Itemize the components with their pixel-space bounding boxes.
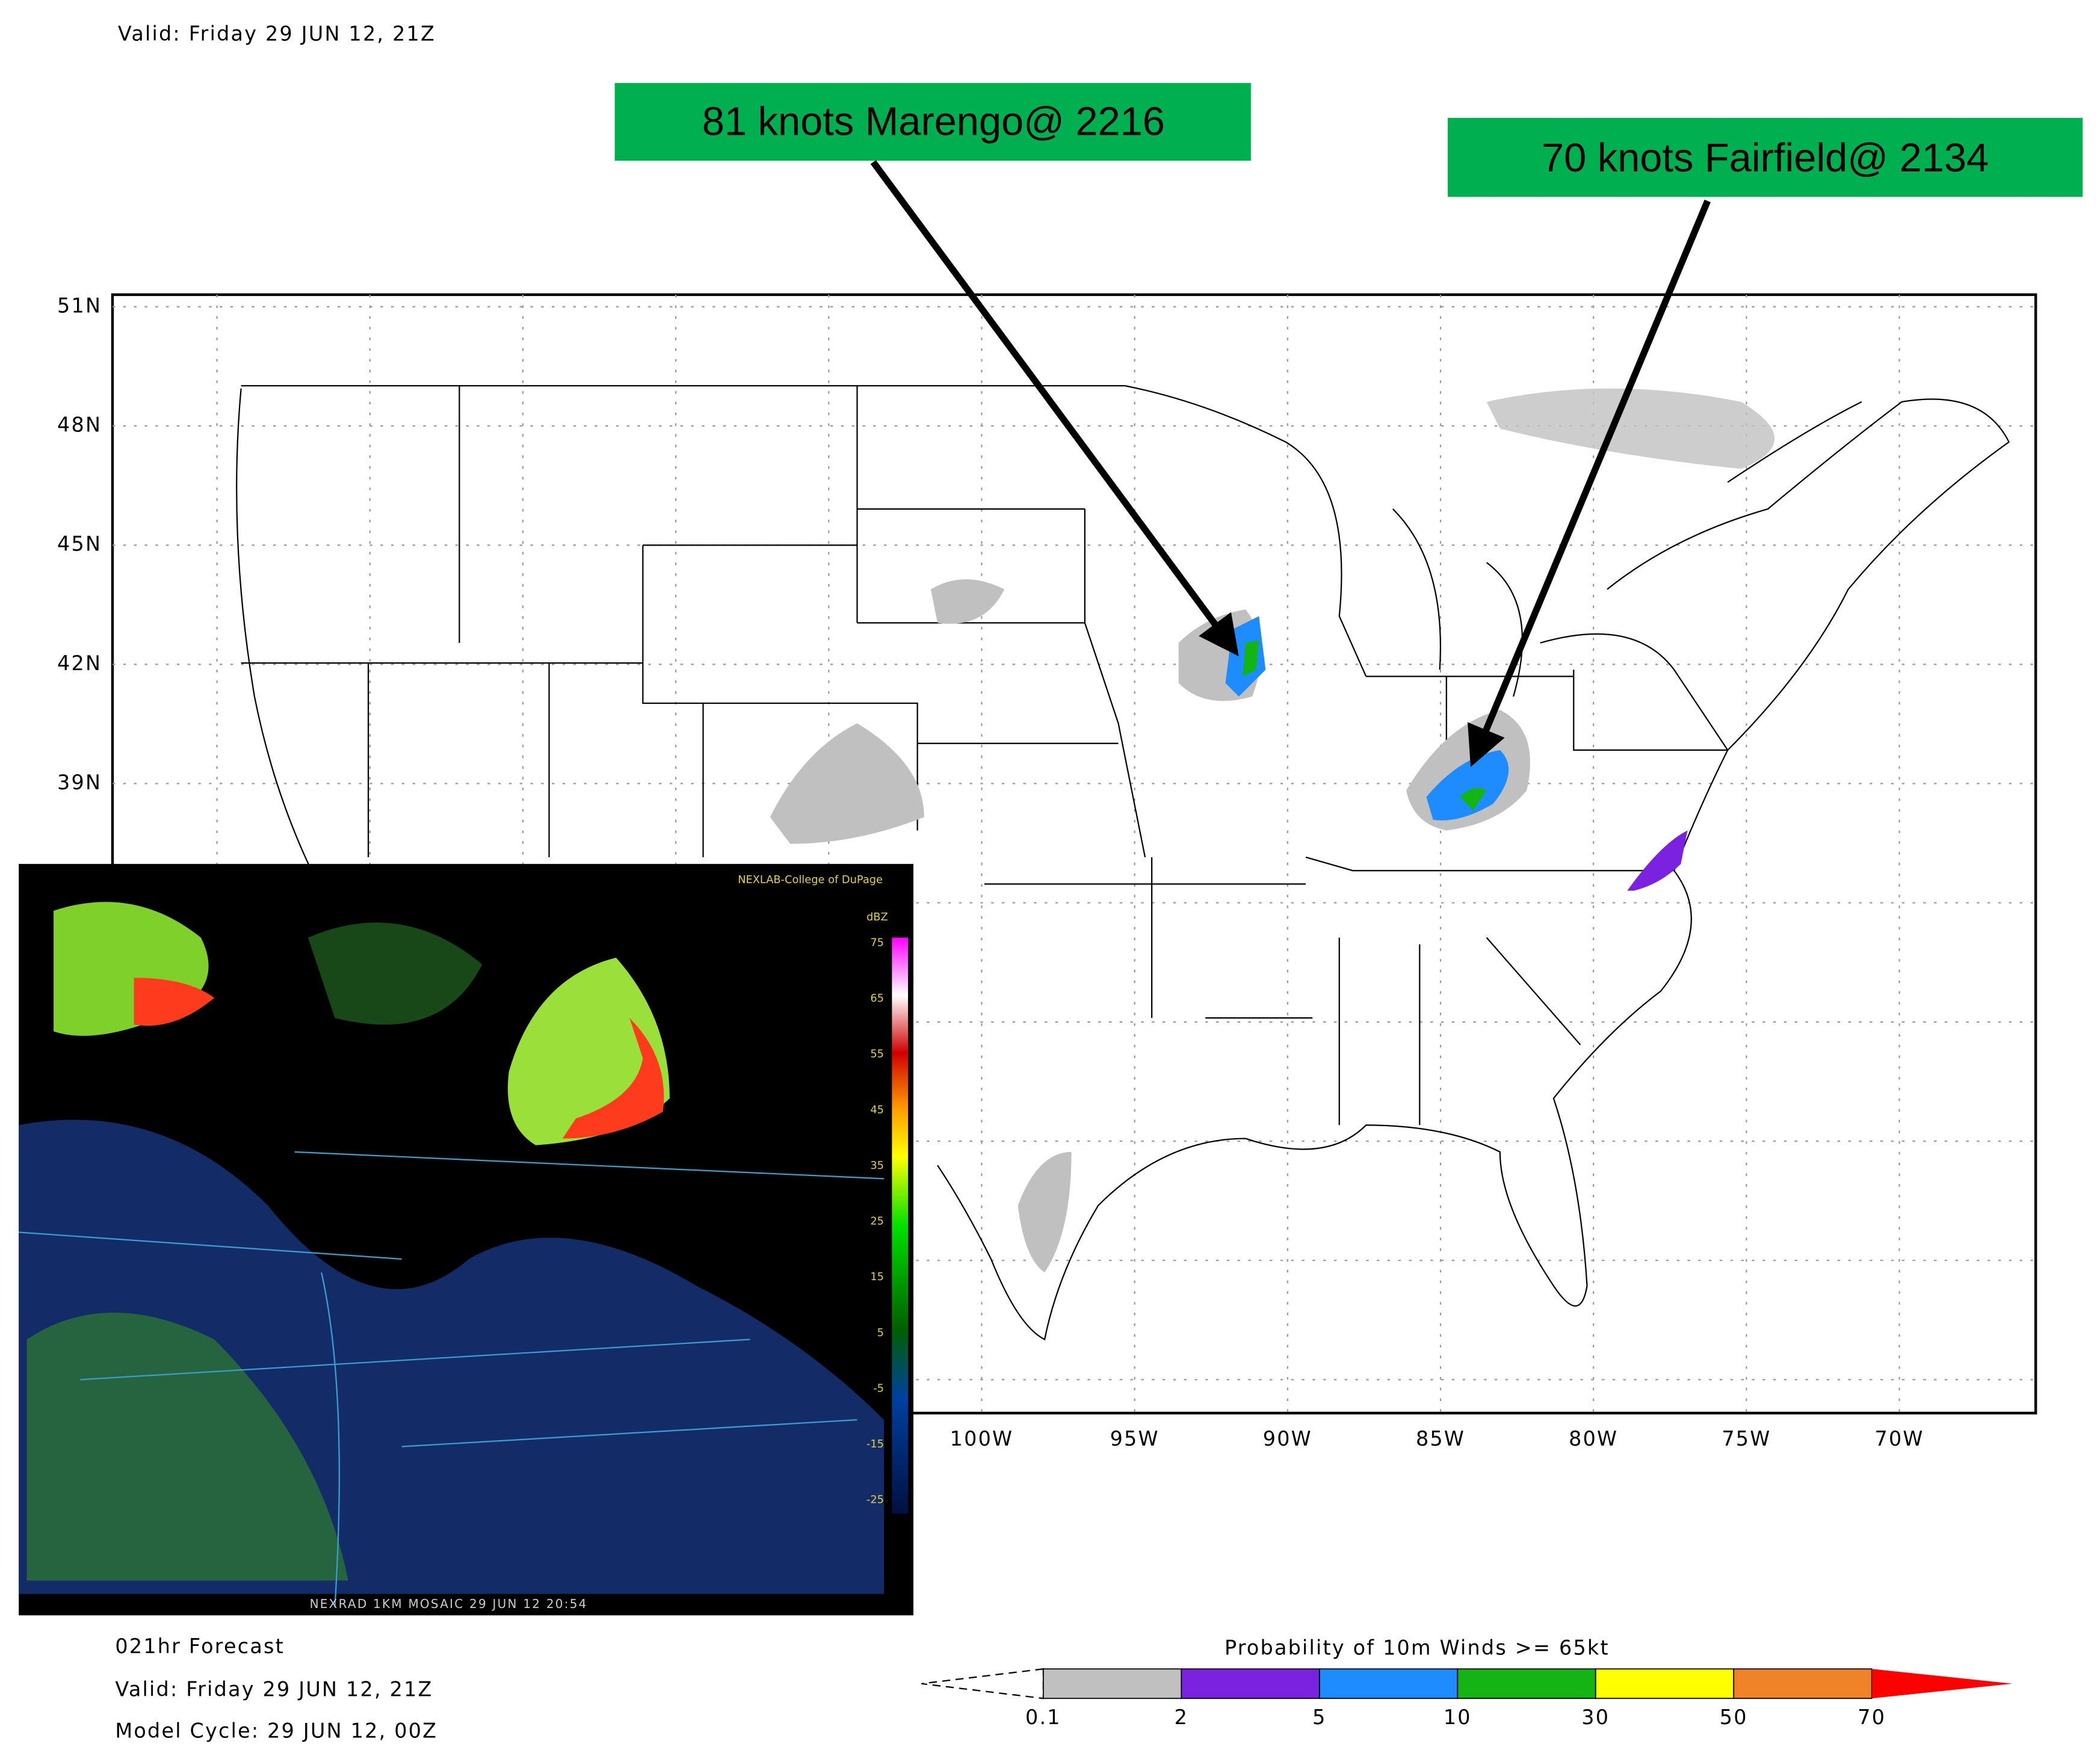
colorbar-tick-label: 50	[1720, 1705, 1748, 1729]
lat-label: 42N	[57, 652, 102, 675]
colorbar-segment	[1181, 1668, 1320, 1699]
radar-scale-label: -5	[873, 1382, 884, 1394]
radar-scale-labels: 75 65 55 45 35 25 15 5 -5 -15 -25	[866, 936, 884, 1506]
radar-scale-label: 55	[870, 1048, 884, 1061]
radar-scale-label: 65	[870, 992, 884, 1005]
colorbar-segment	[1042, 1668, 1182, 1699]
lat-label: 45N	[57, 532, 102, 556]
radar-scale-label: -25	[866, 1494, 884, 1506]
colorbar-tick-label: 2	[1175, 1705, 1188, 1729]
radar-caption: NEXRAD 1KM MOSAIC 29 JUN 12 20:54	[310, 1597, 588, 1611]
lon-label: 80W	[1569, 1427, 1618, 1450]
colorbar: 0.1 2 5 10 30 50 70	[1025, 1668, 2013, 1729]
annotation-box	[1448, 117, 2083, 197]
footer-valid: Valid: Friday 29 JUN 12, 21Z	[115, 1677, 433, 1701]
colorbar-high-end	[1871, 1669, 2013, 1699]
colorbar-tick-label: 0.1	[1025, 1705, 1061, 1729]
lon-label: 85W	[1416, 1427, 1465, 1450]
lon-label: 100W	[950, 1427, 1014, 1450]
colorbar-segment	[1318, 1668, 1459, 1699]
annotation-text: 81 knots Marengo@ 2216	[702, 100, 1165, 144]
lon-label: 95W	[1110, 1427, 1160, 1450]
radar-scale-label: 75	[870, 936, 884, 949]
radar-unit: dBZ	[866, 911, 888, 923]
lat-label: 39N	[57, 771, 102, 794]
colorbar-segment	[1595, 1668, 1735, 1699]
radar-scale-label: 25	[870, 1215, 884, 1228]
lat-labels: 51N 48N 45N 42N 39N	[57, 294, 102, 794]
radar-scale-label: 35	[870, 1159, 884, 1172]
radar-scale-label: 5	[877, 1326, 884, 1339]
colorbar-tick-label: 5	[1312, 1705, 1326, 1729]
lat-label: 51N	[57, 294, 102, 317]
valid-header: Valid: Friday 29 JUN 12, 21Z	[118, 22, 436, 45]
radar-scale-label: -15	[866, 1438, 884, 1450]
radar-scale-label: 45	[870, 1103, 884, 1116]
colorbar-segment	[1457, 1668, 1596, 1699]
radar-credit: NEXLAB-College of DuPage	[738, 873, 883, 886]
map-grid	[112, 294, 2036, 1414]
colorbar-tick-label: 30	[1581, 1705, 1610, 1729]
colorbar-tick-label: 10	[1444, 1705, 1472, 1729]
footer-cycle: Model Cycle: 29 JUN 12, 00Z	[115, 1719, 437, 1742]
colorbar-segment	[1733, 1668, 1873, 1699]
footer-forecast: 021hr Forecast	[115, 1634, 285, 1658]
radar-inset	[19, 864, 913, 1616]
lon-labels: 100W 95W 90W 85W 80W 75W 70W	[950, 1427, 1924, 1450]
annotation-box	[614, 83, 1251, 161]
annotation-text: 70 knots Fairfield@ 2134	[1542, 136, 1989, 180]
colorbar-title: Probability of 10m Winds >= 65kt	[1224, 1636, 1610, 1659]
state-lines	[236, 385, 2010, 1341]
arrow	[1468, 199, 1711, 767]
lat-label: 48N	[57, 413, 102, 437]
arrow	[870, 160, 1239, 657]
lon-label: 70W	[1875, 1427, 1924, 1450]
lon-label: 90W	[1263, 1427, 1312, 1450]
colorbar-tick-label: 70	[1858, 1705, 1886, 1729]
lon-label: 75W	[1722, 1427, 1771, 1450]
radar-scale-label: 15	[870, 1271, 884, 1283]
colorbar-low-end	[921, 1668, 1044, 1699]
